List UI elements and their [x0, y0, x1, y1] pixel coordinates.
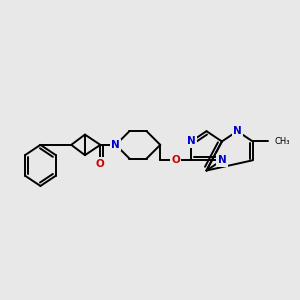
Text: N: N [187, 136, 196, 146]
Text: O: O [96, 159, 105, 169]
Text: N: N [111, 140, 120, 150]
Text: O: O [171, 155, 180, 165]
Text: CH₃: CH₃ [275, 137, 290, 146]
Text: N: N [218, 155, 226, 165]
Text: N: N [233, 126, 242, 136]
